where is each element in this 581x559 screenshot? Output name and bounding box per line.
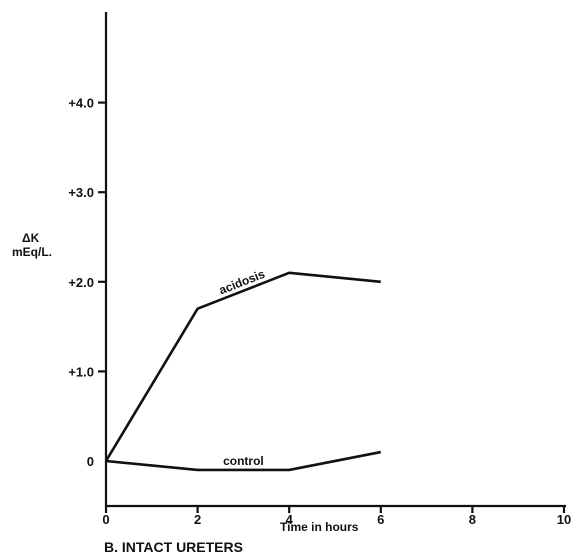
y-tick-label: +3.0 (68, 185, 94, 200)
y-tick-label: 0 (87, 454, 94, 469)
series-lines: acidosis control (104, 267, 382, 472)
series-line-acidosis (104, 271, 381, 462)
ticks: 0 +1.0 +2.0 +3.0 +4.0 0 2 4 6 8 10 (68, 96, 571, 527)
x-tick-label: 6 (377, 512, 384, 527)
x-tick-label: 0 (102, 512, 109, 527)
x-tick-label: 4 (286, 512, 294, 527)
series-line-control (105, 450, 382, 472)
y-axis-label-line2: mEq/L. (12, 245, 52, 259)
y-axis-label-line1: ΔK (22, 231, 40, 245)
series-label-control: control (223, 454, 264, 468)
x-axis-label: Time in hours (280, 520, 359, 534)
y-tick-label: +2.0 (68, 275, 94, 290)
x-tick-label: 10 (557, 512, 571, 527)
chart-caption: B. INTACT URETERS (104, 539, 243, 555)
y-tick-label: +1.0 (68, 364, 94, 379)
x-tick-label: 8 (469, 512, 476, 527)
y-tick-label: +4.0 (68, 96, 94, 111)
x-tick-label: 2 (194, 512, 201, 527)
series-label-acidosis: acidosis (217, 267, 267, 298)
